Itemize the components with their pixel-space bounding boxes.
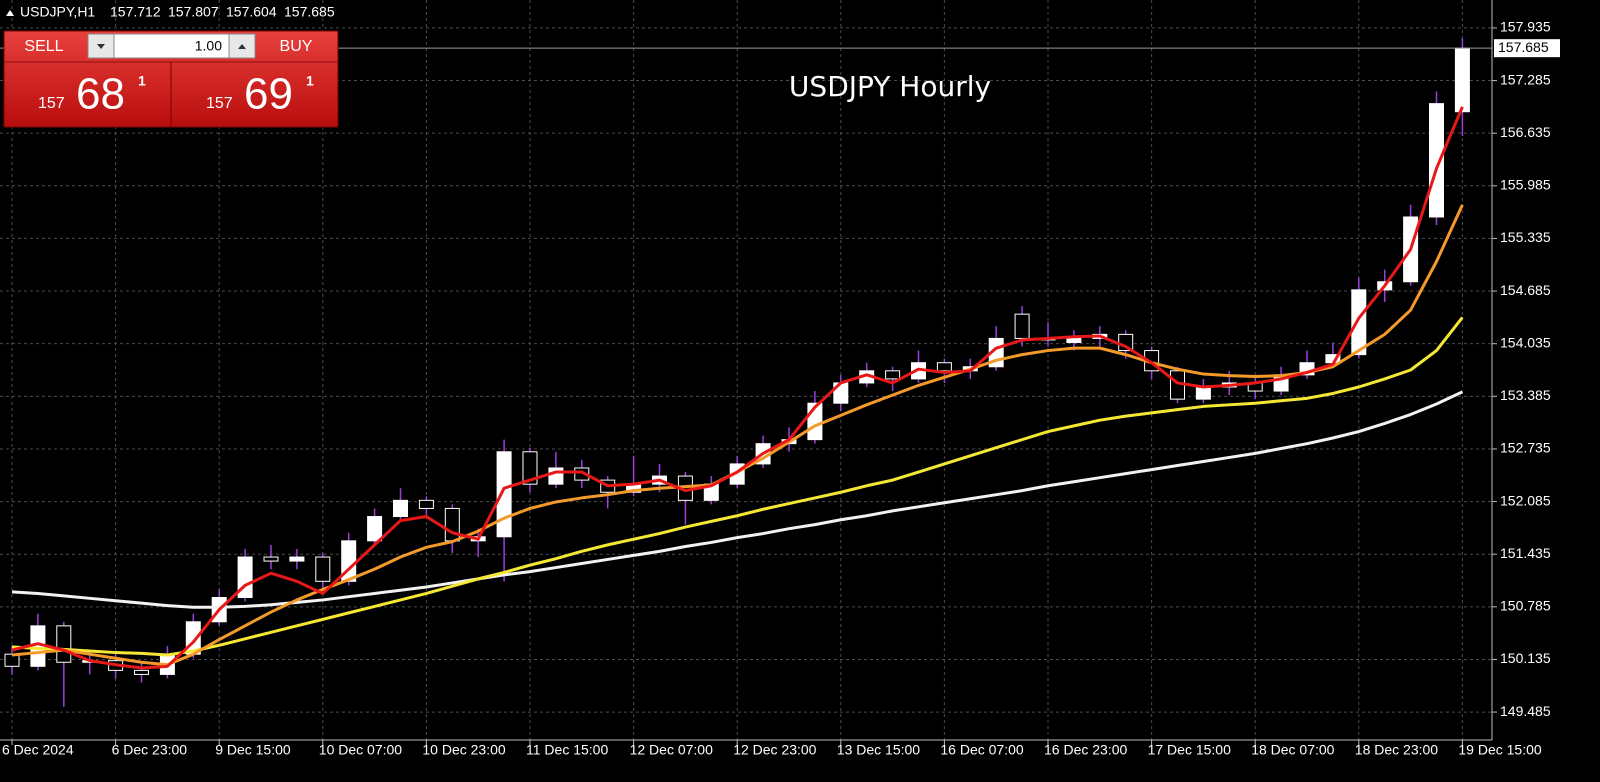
header-high: 157.807 xyxy=(168,4,219,20)
x-tick-label: 13 Dec 15:00 xyxy=(837,742,920,758)
x-tick-label: 16 Dec 23:00 xyxy=(1044,742,1127,758)
buy-label[interactable]: BUY xyxy=(280,38,313,55)
candle-body xyxy=(393,499,408,518)
last-price-box xyxy=(1494,39,1560,58)
x-tick-label: 6 Dec 2024 xyxy=(2,742,74,758)
x-tick-label: 10 Dec 23:00 xyxy=(422,742,505,758)
y-tick-label: 157.285 xyxy=(1500,71,1551,87)
sell-price-main[interactable]: 68 xyxy=(76,70,125,119)
x-tick-label: 6 Dec 23:00 xyxy=(112,742,188,758)
buy-price-fraction[interactable]: 1 xyxy=(306,73,314,89)
lot-input[interactable] xyxy=(87,33,256,59)
sell-label[interactable]: SELL xyxy=(24,38,63,55)
y-tick-label: 150.135 xyxy=(1500,650,1551,666)
lot-down-arrow xyxy=(97,44,105,49)
y-tick-label: 152.735 xyxy=(1500,440,1551,456)
trade-panel: SELL 1.00 BUY 157 68 1 157 69 1 xyxy=(3,30,339,128)
x-tick-label: 9 Dec 15:00 xyxy=(215,742,291,758)
collapse-arrow[interactable] xyxy=(6,10,14,16)
candle-body xyxy=(936,362,952,372)
y-tick-label: 151.435 xyxy=(1500,545,1551,561)
candle-body xyxy=(1454,47,1470,113)
candle-body xyxy=(56,625,72,663)
moving-average-line xyxy=(11,316,1464,657)
y-tick-label: 154.685 xyxy=(1500,282,1551,298)
y-tick-label: 157.935 xyxy=(1500,19,1551,35)
candle-body xyxy=(315,556,331,582)
buy-price-big[interactable]: 157 xyxy=(206,95,233,112)
symbol: USDJPY,H1 xyxy=(20,4,95,20)
candle-body xyxy=(496,451,512,538)
header-open: 157.712 xyxy=(110,4,161,20)
lot-value[interactable]: 1.00 xyxy=(195,38,222,54)
x-tick-label: 17 Dec 15:00 xyxy=(1148,742,1231,758)
candle-body xyxy=(289,556,305,562)
candle-body xyxy=(548,467,564,485)
candle-body xyxy=(1066,337,1082,343)
candle-body xyxy=(1195,386,1211,400)
y-tick-label: 155.985 xyxy=(1500,177,1551,193)
x-tick-label: 18 Dec 23:00 xyxy=(1355,742,1438,758)
candle-body xyxy=(885,370,901,380)
y-tick-label: 150.785 xyxy=(1500,598,1551,614)
x-tick-label: 12 Dec 07:00 xyxy=(630,742,713,758)
buy-price-main[interactable]: 69 xyxy=(244,70,293,119)
y-tick-label: 154.035 xyxy=(1500,334,1551,350)
y-tick-label: 155.335 xyxy=(1500,229,1551,245)
candle-body xyxy=(367,516,383,542)
candle-body xyxy=(263,556,279,562)
moving-average-line xyxy=(11,390,1464,609)
x-tick-label: 18 Dec 07:00 xyxy=(1251,742,1334,758)
y-tick-label: 153.385 xyxy=(1500,387,1551,403)
sell-price-fraction[interactable]: 1 xyxy=(138,73,146,89)
moving-average-line xyxy=(11,106,1464,670)
y-tick-label: 152.085 xyxy=(1500,492,1551,508)
y-tick-label: 149.485 xyxy=(1500,703,1551,719)
chart-title: USDJPY Hourly xyxy=(789,70,991,103)
header-low: 157.604 xyxy=(226,4,277,20)
candle-body xyxy=(444,507,460,542)
candle-body xyxy=(134,669,149,675)
candle-body xyxy=(522,451,538,485)
sell-price-big[interactable]: 157 xyxy=(38,95,65,112)
x-tick-label: 19 Dec 15:00 xyxy=(1458,742,1541,758)
candle-body xyxy=(1351,289,1367,356)
y-tick-label: 156.635 xyxy=(1500,124,1551,140)
candle-body xyxy=(1429,103,1444,218)
x-tick-label: 16 Dec 07:00 xyxy=(940,742,1023,758)
candle-body xyxy=(418,499,434,509)
plot-area xyxy=(0,0,1492,740)
x-tick-label: 12 Dec 23:00 xyxy=(733,742,816,758)
header-close: 157.685 xyxy=(284,4,335,20)
candle-body xyxy=(1014,313,1030,339)
x-tick-label: 11 Dec 15:00 xyxy=(526,742,608,758)
x-tick-label: 10 Dec 07:00 xyxy=(319,742,402,758)
last-price-label: 157.685 xyxy=(1498,39,1549,55)
lot-up-arrow xyxy=(238,44,246,49)
